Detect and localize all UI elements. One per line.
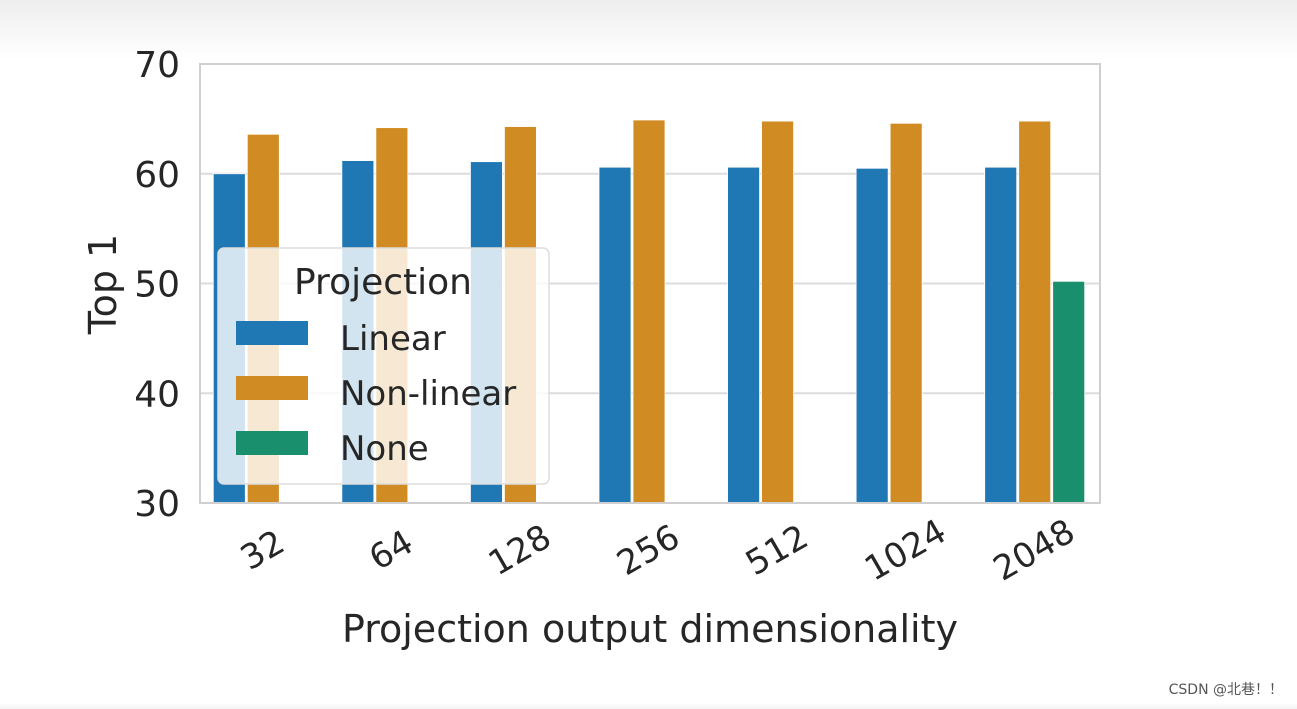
bar-non-linear	[889, 122, 923, 504]
legend-label: Non-linear	[340, 374, 516, 414]
plot-frame	[199, 63, 1101, 504]
y-tick-label: 30	[134, 484, 180, 525]
watermark: CSDN @北巷！！	[1168, 682, 1283, 698]
x-tick-label: 256	[610, 517, 686, 584]
bar-linear	[855, 167, 889, 504]
y-tick-label: 50	[134, 265, 180, 306]
legend-label: None	[340, 429, 429, 469]
y-tick-label: 60	[134, 155, 180, 196]
legend-box	[217, 247, 550, 485]
bottom-strip	[0, 703, 1297, 709]
y-tick-label: 40	[134, 374, 180, 415]
bar-non-linear	[1018, 120, 1052, 504]
legend-label: Linear	[340, 319, 446, 359]
x-axis-label: Projection output dimensionality	[342, 607, 958, 651]
x-tick-label: 2048	[987, 512, 1082, 590]
bar-linear	[984, 166, 1018, 504]
bar-linear	[598, 166, 632, 504]
legend-swatch	[236, 431, 308, 455]
legend-swatch	[236, 376, 308, 400]
x-tick-label: 64	[363, 522, 420, 578]
bar-non-linear	[761, 120, 794, 504]
x-tick-label: 128	[482, 517, 558, 584]
legend-title: Projection	[294, 262, 472, 303]
x-tick-label: 512	[739, 517, 815, 584]
legend: Projection Linear Non-linear None	[217, 247, 550, 485]
bar-non-linear	[632, 119, 666, 504]
y-axis-label: Top 1	[81, 234, 125, 335]
y-tick-label: 70	[134, 45, 180, 86]
bar-none	[1052, 280, 1086, 504]
top-fade	[0, 0, 1297, 60]
bar-linear	[727, 166, 760, 504]
x-tick-label: 1024	[858, 512, 953, 590]
x-tick-label: 32	[234, 522, 291, 578]
legend-swatch	[236, 321, 308, 345]
